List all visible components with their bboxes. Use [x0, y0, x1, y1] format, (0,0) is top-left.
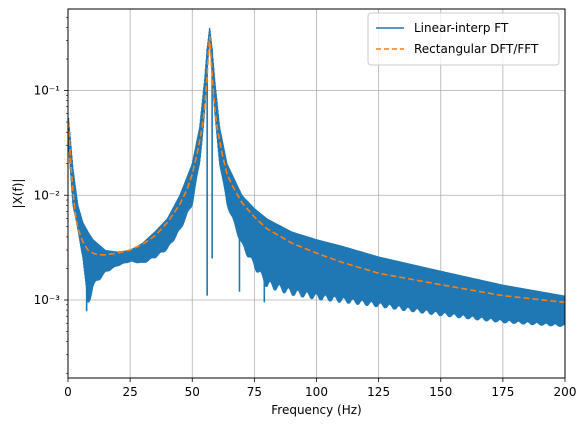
y-axis-label: |X(f)| [11, 179, 25, 209]
x-tick-label: 150 [429, 385, 452, 399]
x-tick-label: 25 [122, 385, 137, 399]
series-linear-interp-line [68, 27, 565, 327]
legend-label-linear-interp: Linear-interp FT [414, 21, 509, 35]
x-tick-label: 0 [64, 385, 72, 399]
y-tick-label: 10⁻² [34, 188, 61, 202]
legend-label-rectangular-dft: Rectangular DFT/FFT [414, 42, 539, 56]
x-tick-label: 200 [554, 385, 577, 399]
x-tick-label: 75 [247, 385, 262, 399]
x-tick-label: 50 [185, 385, 200, 399]
y-tick-label: 10⁻¹ [34, 84, 61, 98]
ticks: 0 25 50 75 100 125 150 175 200 10⁻³ 10⁻² 10⁻¹ [34, 16, 577, 399]
legend-box [367, 12, 560, 66]
legend: Linear-interp FT Rectangular DFT/FFT [367, 12, 560, 66]
x-tick-label: 125 [367, 385, 390, 399]
y-tick-label: 10⁻³ [34, 293, 61, 307]
plot-area [68, 27, 565, 327]
x-tick-label: 100 [305, 385, 328, 399]
x-tick-label: 175 [491, 385, 514, 399]
series-rectangular-dft-line [68, 36, 565, 304]
x-axis-label: Frequency (Hz) [271, 403, 362, 417]
